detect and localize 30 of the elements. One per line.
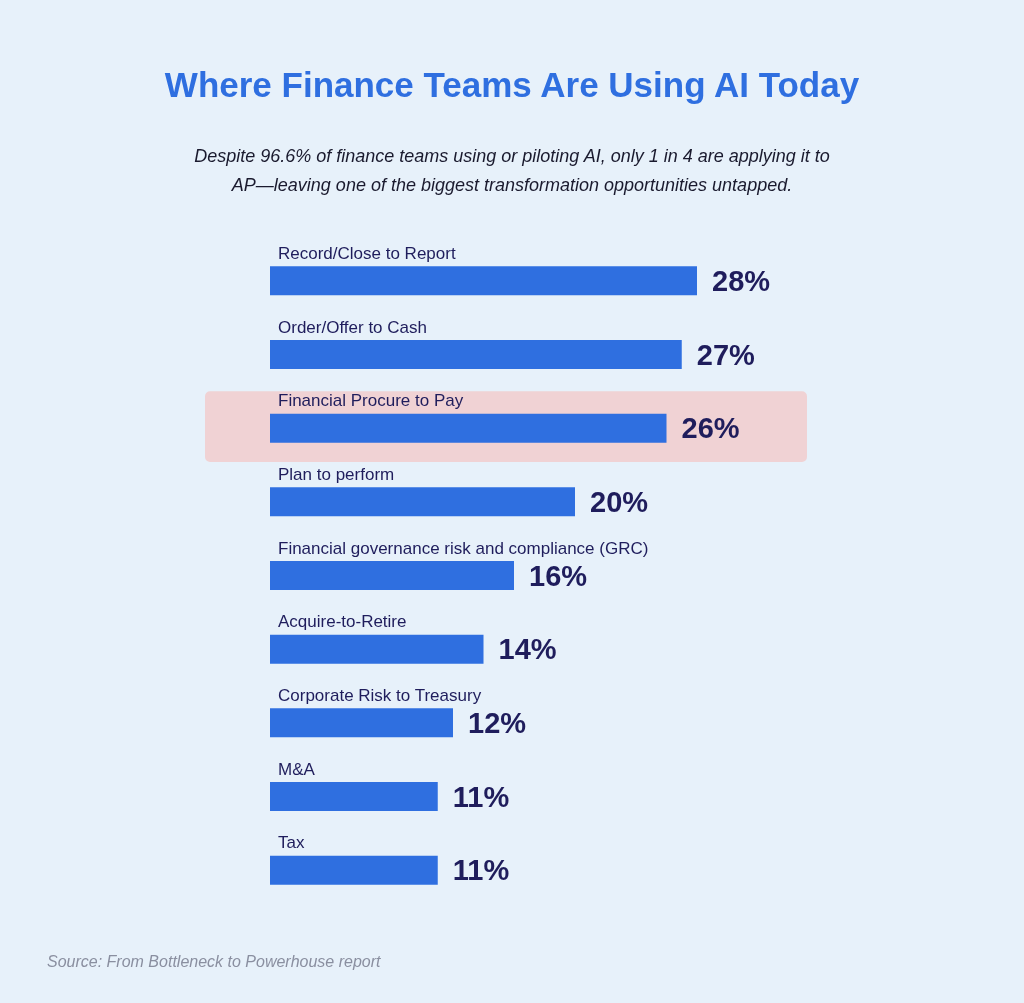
bar xyxy=(270,708,453,738)
bar xyxy=(270,266,697,296)
y-tick-label: Order/Offer to Cash xyxy=(278,317,427,337)
y-tick-label: Tax xyxy=(278,833,305,853)
data-label: 16% xyxy=(529,559,588,592)
bar xyxy=(270,561,514,590)
y-tick-label: Acquire-to-Retire xyxy=(278,612,407,632)
data-label: 12% xyxy=(468,706,527,739)
bar xyxy=(270,340,682,369)
y-tick-label: M&A xyxy=(278,759,316,779)
data-label: 11% xyxy=(452,854,510,887)
y-tick-label: Record/Close to Report xyxy=(278,243,456,263)
data-label: 26% xyxy=(681,412,740,445)
data-label: 28% xyxy=(712,264,771,297)
y-tick-label: Financial Procure to Pay xyxy=(278,391,464,411)
bar xyxy=(270,487,575,517)
chart-subtitle: Despite 96.6% of finance teams using or piloting AI, only 1 in 4 are applying it to AP—leaving one of the biggest transformation opportunities untapped. xyxy=(194,145,830,195)
y-tick-label: Corporate Risk to Treasury xyxy=(278,685,482,705)
data-label: 27% xyxy=(696,338,756,371)
bar xyxy=(270,855,438,885)
y-tick-label: Financial governance risk and compliance (GRC) xyxy=(278,538,649,558)
y-tick-label: Plan to perform xyxy=(278,464,395,484)
data-label: 11% xyxy=(452,780,510,813)
source-note: Source: From Bottleneck to Powerhouse report xyxy=(47,952,382,970)
bar xyxy=(270,782,438,811)
bar xyxy=(270,413,667,443)
bar xyxy=(270,634,484,664)
chart-title: Where Finance Teams Are Using AI Today xyxy=(164,65,860,104)
data-label: 14% xyxy=(498,633,557,666)
data-label: 20% xyxy=(590,485,649,518)
